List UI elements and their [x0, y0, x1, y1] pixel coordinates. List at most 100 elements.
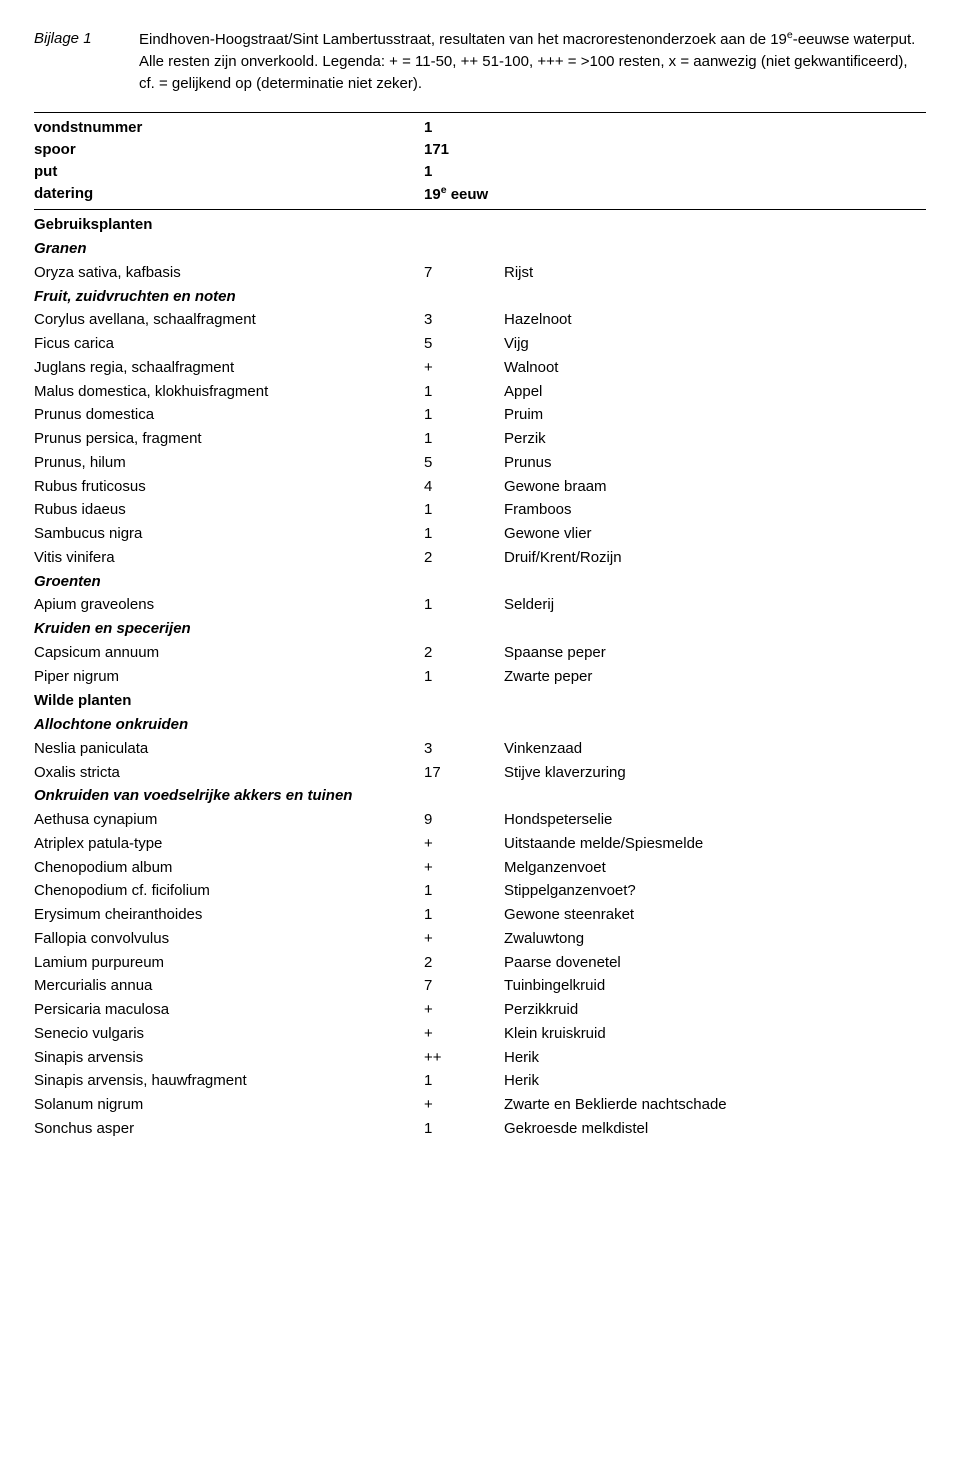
common-name: Druif/Krent/Rozijn	[504, 547, 926, 569]
bijlage-label: Bijlage 1	[34, 28, 139, 50]
table-row: Sinapis arvensis++Herik	[34, 1047, 926, 1069]
species-name: Senecio vulgaris	[34, 1023, 424, 1045]
common-name: Spaanse peper	[504, 642, 926, 664]
count-value: 5	[424, 333, 504, 355]
count-value: 1	[424, 904, 504, 926]
bijlage-description: Eindhoven-Hoogstraat/Sint Lambertusstraa…	[139, 28, 926, 94]
table-row: Chenopodium cf. ficifolium1Stippelganzen…	[34, 880, 926, 902]
species-name: Malus domestica, klokhuisfragment	[34, 381, 424, 403]
count-value: 2	[424, 547, 504, 569]
species-name: Oxalis stricta	[34, 762, 424, 784]
section-subheading: Groenten	[34, 571, 926, 593]
table-row: Capsicum annuum2Spaanse peper	[34, 642, 926, 664]
meta-table: vondstnummer 1 spoor 171 put 1 datering …	[34, 117, 926, 205]
species-name: Prunus domestica	[34, 404, 424, 426]
common-name: Hazelnoot	[504, 309, 926, 331]
common-name: Gekroesde melkdistel	[504, 1118, 926, 1140]
common-name: Gewone braam	[504, 476, 926, 498]
count-value: +	[424, 1023, 504, 1045]
count-value: 2	[424, 952, 504, 974]
common-name: Melganzenvoet	[504, 857, 926, 879]
table-row: Chenopodium album+Melganzenvoet	[34, 857, 926, 879]
header-text-part-1: Eindhoven-Hoogstraat/Sint Lambertusstraa…	[139, 31, 787, 48]
count-value: 3	[424, 738, 504, 760]
table-row: Sinapis arvensis, hauwfragment1Herik	[34, 1070, 926, 1092]
page-header: Bijlage 1 Eindhoven-Hoogstraat/Sint Lamb…	[34, 28, 926, 94]
table-row: Atriplex patula-type+Uitstaande melde/Sp…	[34, 833, 926, 855]
species-name: Rubus fruticosus	[34, 476, 424, 498]
count-value: 1	[424, 666, 504, 688]
species-name: Lamium purpureum	[34, 952, 424, 974]
species-name: Sinapis arvensis, hauwfragment	[34, 1070, 424, 1092]
species-name: Sonchus asper	[34, 1118, 424, 1140]
count-value: +	[424, 1094, 504, 1116]
table-row: Malus domestica, klokhuisfragment1Appel	[34, 381, 926, 403]
count-value: 17	[424, 762, 504, 784]
section-subheading: Allochtone onkruiden	[34, 714, 926, 736]
species-name: Piper nigrum	[34, 666, 424, 688]
meta-label: datering	[34, 183, 424, 206]
count-value: +	[424, 357, 504, 379]
meta-row: spoor 171	[34, 139, 926, 161]
count-value: 1	[424, 523, 504, 545]
meta-value: 1	[424, 117, 432, 139]
table-row: Prunus, hilum5Prunus	[34, 452, 926, 474]
species-name: Persicaria maculosa	[34, 999, 424, 1021]
species-name: Ficus carica	[34, 333, 424, 355]
meta-value: 171	[424, 139, 449, 161]
table-row: Solanum nigrum+Zwarte en Beklierde nacht…	[34, 1094, 926, 1116]
species-name: Neslia paniculata	[34, 738, 424, 760]
meta-value: 1	[424, 161, 432, 183]
count-value: 9	[424, 809, 504, 831]
common-name: Uitstaande melde/Spiesmelde	[504, 833, 926, 855]
species-name: Apium graveolens	[34, 594, 424, 616]
common-name: Selderij	[504, 594, 926, 616]
section-heading: Wilde planten	[34, 690, 926, 712]
table-row: Rubus fruticosus4Gewone braam	[34, 476, 926, 498]
common-name: Stippelganzenvoet?	[504, 880, 926, 902]
common-name: Appel	[504, 381, 926, 403]
species-name: Solanum nigrum	[34, 1094, 424, 1116]
count-value: 7	[424, 975, 504, 997]
common-name: Paarse dovenetel	[504, 952, 926, 974]
table-row: Piper nigrum1Zwarte peper	[34, 666, 926, 688]
table-row: Juglans regia, schaalfragment+Walnoot	[34, 357, 926, 379]
table-row: Sambucus nigra1Gewone vlier	[34, 523, 926, 545]
count-value: 1	[424, 594, 504, 616]
species-name: Juglans regia, schaalfragment	[34, 357, 424, 379]
count-value: 1	[424, 428, 504, 450]
common-name: Framboos	[504, 499, 926, 521]
common-name: Walnoot	[504, 357, 926, 379]
table-row: Neslia paniculata3Vinkenzaad	[34, 738, 926, 760]
divider-mid	[34, 209, 926, 210]
count-value: +	[424, 928, 504, 950]
meta-value: 19e eeuw	[424, 183, 488, 206]
section-subheading: Kruiden en specerijen	[34, 618, 926, 640]
species-name: Corylus avellana, schaalfragment	[34, 309, 424, 331]
table-row: Oxalis stricta17Stijve klaverzuring	[34, 762, 926, 784]
count-value: +	[424, 833, 504, 855]
table-row: Apium graveolens1Selderij	[34, 594, 926, 616]
table-row: Sonchus asper1Gekroesde melkdistel	[34, 1118, 926, 1140]
species-name: Vitis vinifera	[34, 547, 424, 569]
table-row: Rubus idaeus1Framboos	[34, 499, 926, 521]
count-value: 2	[424, 642, 504, 664]
count-value: 5	[424, 452, 504, 474]
meta-label: spoor	[34, 139, 424, 161]
species-name: Mercurialis annua	[34, 975, 424, 997]
common-name: Zwarte peper	[504, 666, 926, 688]
meta-row: datering 19e eeuw	[34, 183, 926, 206]
common-name: Perzik	[504, 428, 926, 450]
species-name: Fallopia convolvulus	[34, 928, 424, 950]
common-name: Hondspeterselie	[504, 809, 926, 831]
species-name: Aethusa cynapium	[34, 809, 424, 831]
species-name: Rubus idaeus	[34, 499, 424, 521]
count-value: 1	[424, 499, 504, 521]
section-heading: Gebruiksplanten	[34, 214, 926, 236]
count-value: 1	[424, 1070, 504, 1092]
count-value: +	[424, 857, 504, 879]
table-row: Fallopia convolvulus+Zwaluwtong	[34, 928, 926, 950]
common-name: Rijst	[504, 262, 926, 284]
species-name: Atriplex patula-type	[34, 833, 424, 855]
species-name: Sambucus nigra	[34, 523, 424, 545]
